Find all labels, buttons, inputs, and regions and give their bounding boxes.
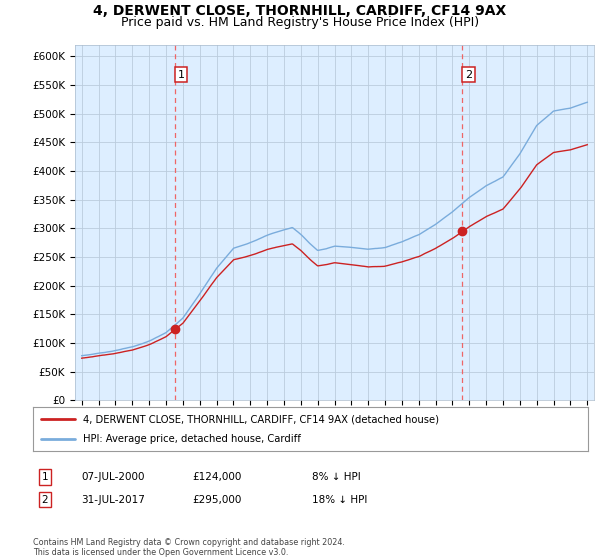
- Text: £124,000: £124,000: [192, 472, 241, 482]
- Text: 1: 1: [178, 69, 184, 80]
- Text: 8% ↓ HPI: 8% ↓ HPI: [312, 472, 361, 482]
- Text: 07-JUL-2000: 07-JUL-2000: [81, 472, 145, 482]
- Text: 2: 2: [41, 494, 49, 505]
- Text: 4, DERWENT CLOSE, THORNHILL, CARDIFF, CF14 9AX: 4, DERWENT CLOSE, THORNHILL, CARDIFF, CF…: [94, 4, 506, 18]
- Text: Price paid vs. HM Land Registry's House Price Index (HPI): Price paid vs. HM Land Registry's House …: [121, 16, 479, 29]
- Text: 2: 2: [465, 69, 472, 80]
- Text: 4, DERWENT CLOSE, THORNHILL, CARDIFF, CF14 9AX (detached house): 4, DERWENT CLOSE, THORNHILL, CARDIFF, CF…: [83, 414, 439, 424]
- Text: 31-JUL-2017: 31-JUL-2017: [81, 494, 145, 505]
- Text: £295,000: £295,000: [192, 494, 241, 505]
- Text: 18% ↓ HPI: 18% ↓ HPI: [312, 494, 367, 505]
- Text: 1: 1: [41, 472, 49, 482]
- Text: Contains HM Land Registry data © Crown copyright and database right 2024.
This d: Contains HM Land Registry data © Crown c…: [33, 538, 345, 557]
- Text: HPI: Average price, detached house, Cardiff: HPI: Average price, detached house, Card…: [83, 435, 301, 445]
